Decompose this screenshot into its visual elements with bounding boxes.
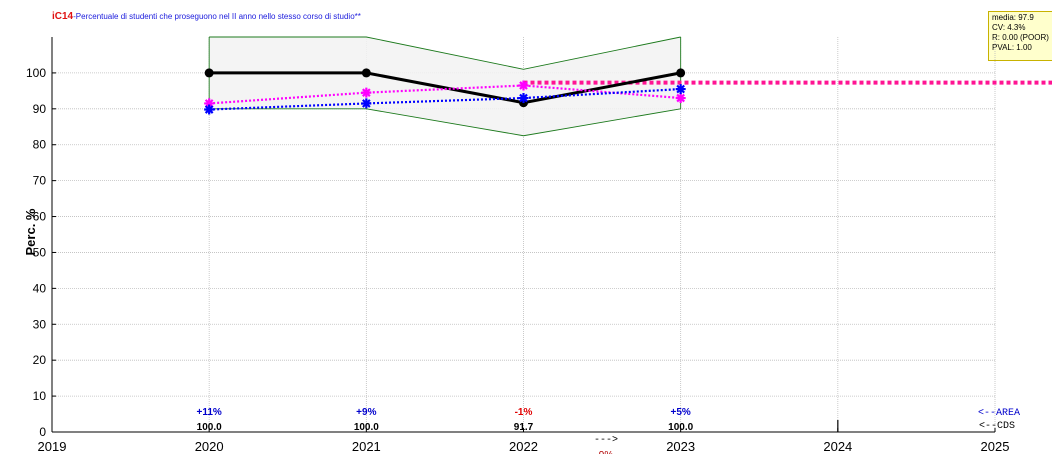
x-tick-label: 2019 (38, 439, 67, 454)
value-label: 100.0 (354, 422, 379, 433)
series-point-2 (675, 84, 686, 95)
series-point-cds (676, 68, 686, 78)
chart-title: iC14-Percentuale di studenti che prosegu… (52, 11, 372, 22)
x-tick-label: 2023 (666, 439, 695, 454)
value-label: 100.0 (197, 422, 222, 433)
band-lower-edge (209, 108, 681, 137)
y-tick-label: 20 (33, 353, 47, 367)
x-tick-label: 2024 (823, 439, 852, 454)
indicator-code: iC14 (52, 11, 74, 22)
series-point-cds (361, 68, 371, 78)
stat-cv: CV: 4.3% (992, 23, 1026, 32)
indicator-description: -Percentuale di studenti che proseguono … (73, 12, 361, 21)
value-label: 100.0 (668, 422, 693, 433)
y-tick-label: 70 (33, 174, 47, 188)
stat-r: R: 0.00 (POOR) (992, 33, 1049, 42)
y-tick-label: 90 (33, 102, 47, 116)
legend-area: <--AREA (978, 408, 1020, 419)
delta-label: +11% (197, 407, 222, 418)
x-tick-label: 2020 (195, 439, 224, 454)
y-tick-label: 0 (39, 425, 46, 439)
value-label: 91.7 (514, 422, 534, 433)
stats-box: media: 97.9 CV: 4.3% R: 0.00 (POOR) PVAL… (988, 11, 1052, 61)
series-point-2 (204, 104, 215, 115)
delta-label: +5% (671, 407, 691, 418)
delta-label: -1% (515, 407, 533, 418)
series-point-1 (204, 98, 215, 109)
series-point-2 (361, 98, 372, 109)
series-point-2 (518, 93, 529, 104)
y-tick-label: 100 (26, 66, 46, 80)
y-tick-label: 80 (33, 138, 47, 152)
y-tick-label: 40 (33, 281, 47, 295)
legend-cds: <--CDS (979, 421, 1015, 432)
series-point-1 (518, 80, 529, 91)
series-point-1 (675, 93, 686, 104)
y-tick-label: 50 (33, 245, 47, 259)
y-tick-label: 10 (33, 389, 47, 403)
y-tick-label: 60 (33, 210, 47, 224)
arrow-note-subtext: 9% (599, 450, 614, 454)
arrow-note: ---> (594, 435, 618, 446)
band-upper-edge (209, 36, 681, 70)
series-line-1 (209, 84, 681, 105)
series-point-cds (204, 68, 214, 78)
y-tick-label: 30 (33, 317, 47, 331)
x-tick-label: 2021 (352, 439, 381, 454)
series-point-1 (361, 87, 372, 98)
x-tick-label: 2025 (981, 439, 1010, 454)
stat-media: media: 97.9 (992, 13, 1034, 22)
series-line-cds (209, 71, 681, 105)
delta-label: +9% (356, 407, 376, 418)
x-tick-label: 2022 (509, 439, 538, 454)
stat-pval: PVAL: 1.00 (992, 43, 1032, 52)
series-line-2 (209, 87, 681, 111)
